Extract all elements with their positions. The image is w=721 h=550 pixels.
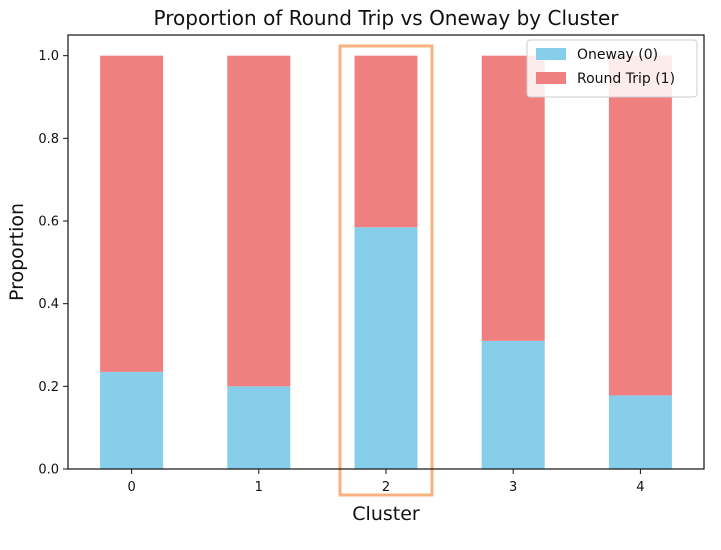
legend-label-round-trip: Round Trip (1)	[577, 71, 675, 87]
bar-oneway-cluster-3	[481, 340, 545, 469]
chart-title: Proportion of Round Trip vs Oneway by Cl…	[154, 6, 620, 30]
y-tick-label: 0.4	[38, 297, 59, 312]
highlight-group	[338, 44, 434, 497]
y-tick-label: 0.6	[38, 215, 59, 230]
legend-label-oneway: Oneway (0)	[577, 47, 658, 63]
y-axis: 0.0 0.2 0.4 0.6 0.8 1.0	[38, 49, 68, 478]
bar-round-trip-cluster-2	[354, 55, 418, 228]
bar-round-trip-cluster-4	[608, 55, 672, 396]
x-tick-label: 3	[509, 480, 517, 495]
bar-oneway-cluster-4	[608, 395, 672, 469]
highlight-box-cluster-2	[338, 44, 434, 497]
bar-oneway-cluster-2	[354, 227, 418, 469]
bar-round-trip-cluster-0	[100, 55, 164, 372]
bar-round-trip-cluster-3	[481, 55, 545, 341]
legend-swatch-round-trip	[536, 72, 566, 84]
legend-swatch-oneway	[536, 48, 566, 60]
legend: Oneway (0) Round Trip (1)	[526, 39, 698, 98]
bar-round-trip-cluster-1	[227, 55, 291, 387]
x-tick-label: 2	[382, 480, 390, 495]
x-tick-label: 0	[127, 480, 135, 495]
y-tick-label: 0.8	[38, 132, 59, 147]
x-axis: 0 1 2 3 4	[127, 469, 645, 495]
x-tick-label: 4	[636, 480, 644, 495]
bars-group	[100, 55, 672, 469]
y-tick-label: 1.0	[38, 49, 59, 64]
y-tick-label: 0.2	[38, 380, 59, 395]
y-axis-label: Proportion	[6, 203, 28, 301]
y-tick-label: 0.0	[38, 463, 59, 478]
x-axis-label: Cluster	[352, 503, 420, 525]
x-tick-label: 1	[255, 480, 263, 495]
bar-oneway-cluster-0	[100, 371, 164, 469]
bar-oneway-cluster-1	[227, 386, 291, 469]
legend-box	[526, 39, 698, 98]
